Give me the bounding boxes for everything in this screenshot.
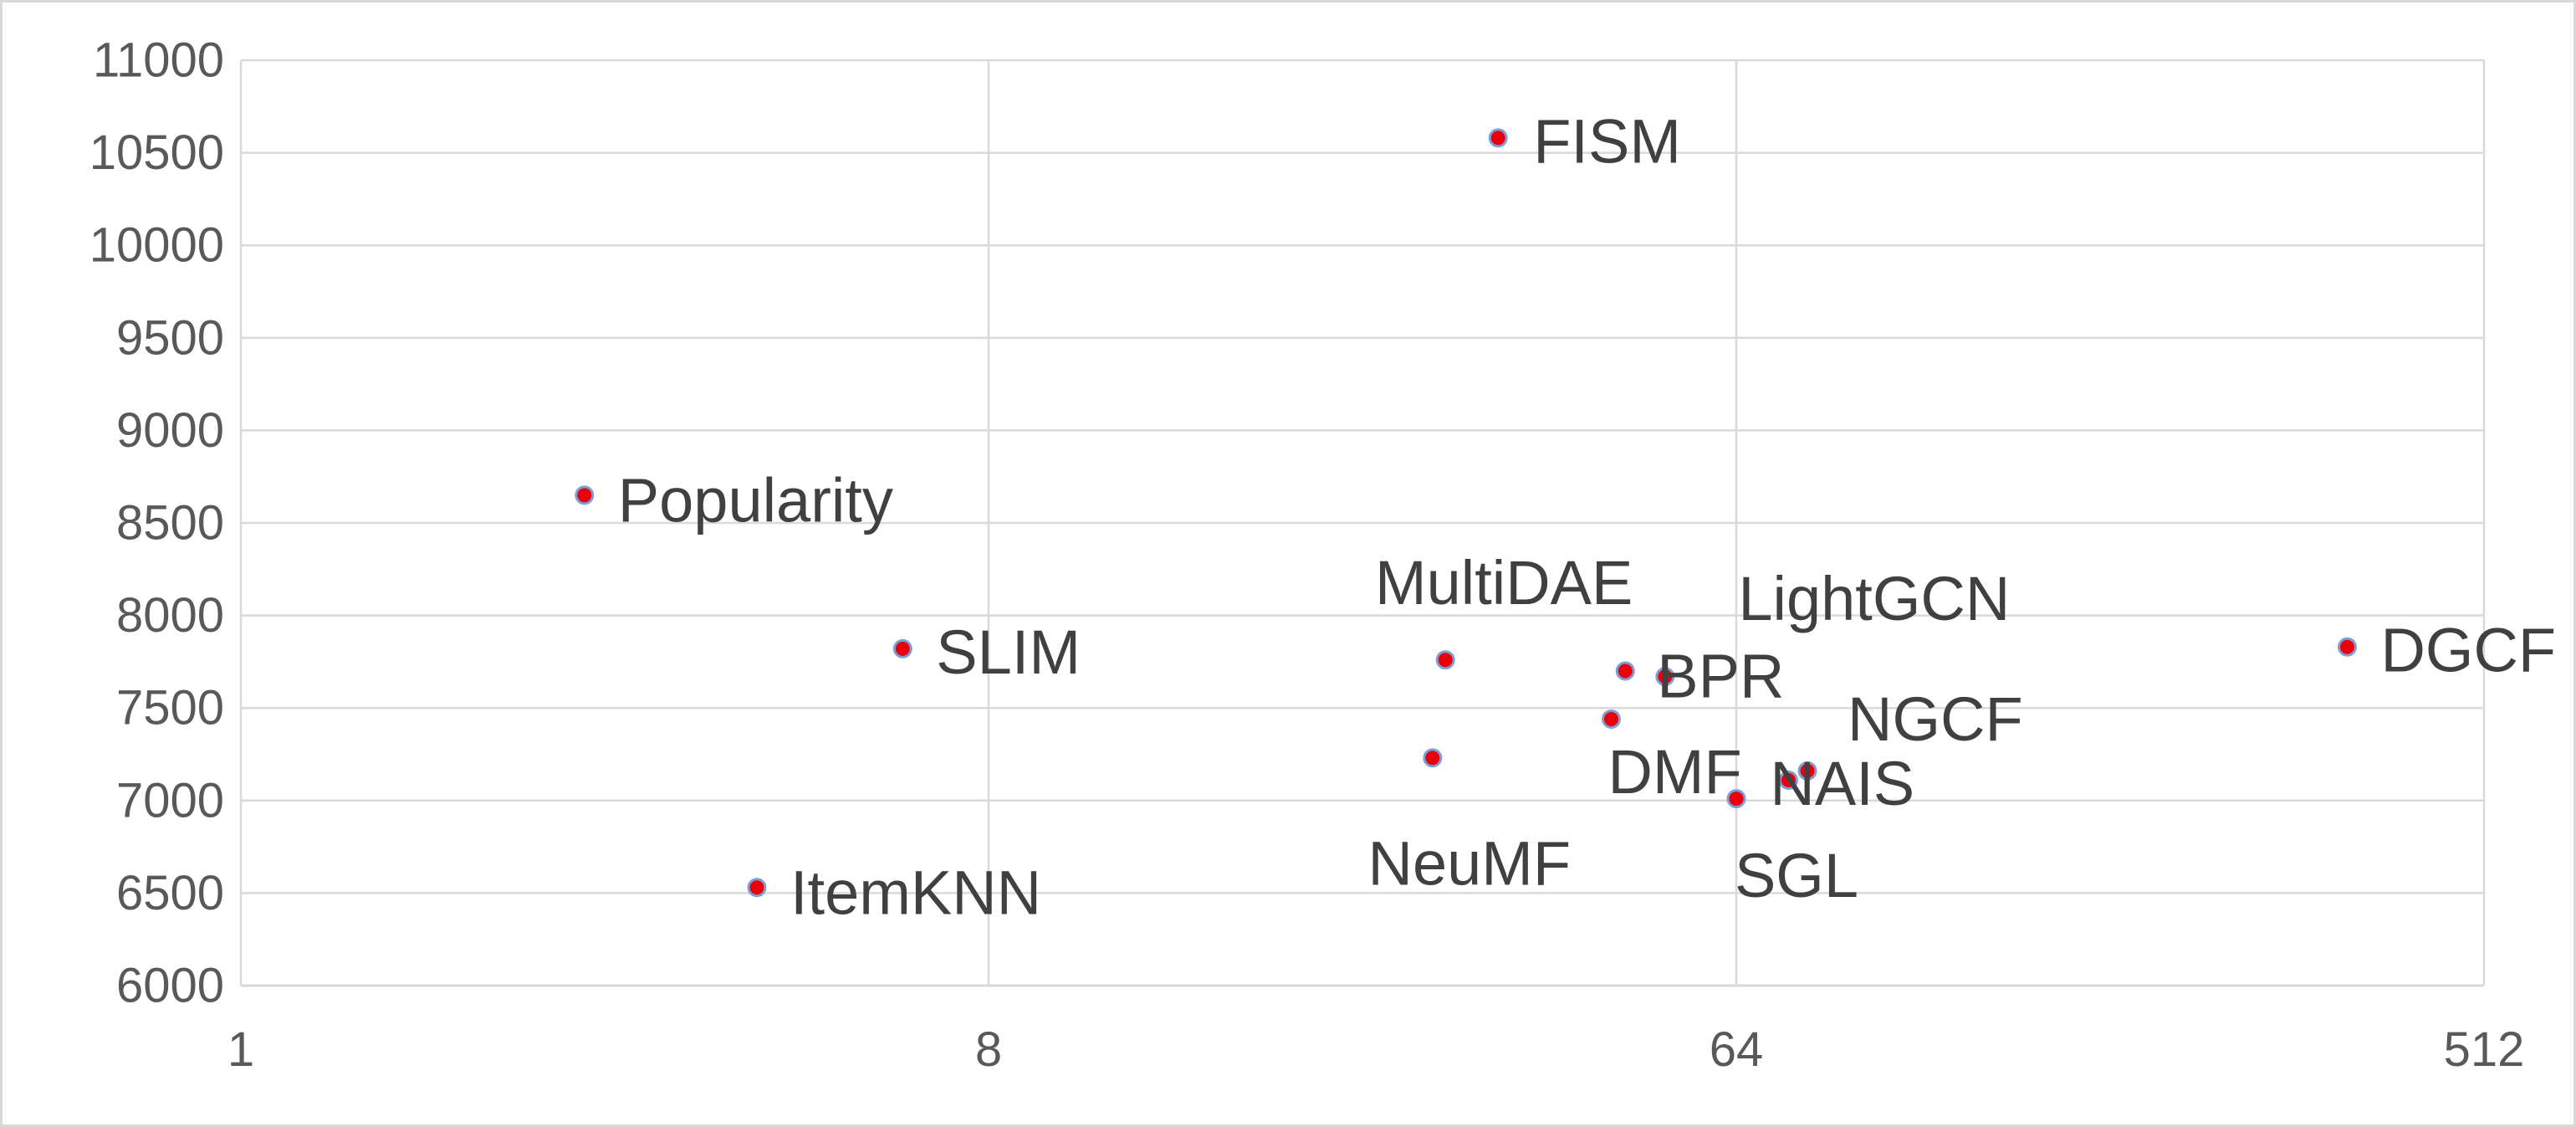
- label-slim: SLIM: [936, 617, 1081, 687]
- point-popularity: [575, 485, 595, 505]
- label-lightgcn: LightGCN: [1738, 564, 2010, 633]
- point-nais: [1778, 770, 1798, 790]
- point-itemknn: [747, 878, 767, 898]
- label-dmf: DMF: [1607, 737, 1741, 807]
- y-tick-label: 11000: [93, 33, 224, 88]
- label-itemknn: ItemKNN: [790, 858, 1041, 927]
- label-ngcf: NGCF: [1848, 684, 2023, 754]
- label-nais: NAIS: [1770, 749, 1914, 818]
- label-dgcf: DGCF: [2380, 616, 2556, 685]
- label-popularity: Popularity: [618, 465, 893, 535]
- y-tick-label: 6000: [116, 959, 224, 1013]
- label-multidae: MultiDAE: [1375, 548, 1633, 617]
- y-tick-label: 10000: [89, 218, 224, 273]
- x-axis-tick-labels: 1 8 64 512: [227, 1022, 2525, 1077]
- y-tick-label: 8500: [116, 496, 224, 551]
- x-tick-label: 512: [2444, 1022, 2525, 1077]
- y-tick-label: 6500: [116, 866, 224, 920]
- gridlines: [239, 59, 2486, 987]
- point-fism: [1488, 128, 1508, 148]
- label-bpr: BPR: [1657, 641, 1784, 710]
- label-fism: FISM: [1533, 106, 1681, 176]
- point-lightgcn: [1655, 667, 1675, 687]
- point-neumf: [1423, 748, 1443, 768]
- point-multidae: [1435, 650, 1455, 670]
- label-neumf: NeuMF: [1368, 828, 1572, 898]
- point-bpr: [1615, 661, 1635, 681]
- point-dmf: [1601, 709, 1621, 729]
- y-tick-label: 7500: [116, 681, 224, 735]
- x-tick-label: 64: [1710, 1022, 1764, 1077]
- label-sgl: SGL: [1735, 841, 1858, 910]
- x-tick-label: 1: [227, 1022, 254, 1077]
- y-tick-label: 8000: [116, 588, 224, 643]
- data-points: [575, 128, 2357, 898]
- y-tick-label: 10500: [89, 126, 224, 180]
- point-slim: [892, 638, 912, 658]
- y-axis-tick-labels: 6000 6500 7000 7500 8000 8500 9000 9500 10000 105…: [89, 33, 224, 1013]
- y-tick-label: 7000: [116, 773, 224, 827]
- y-tick-label: 9500: [116, 310, 224, 365]
- point-sgl: [1726, 789, 1746, 809]
- x-tick-label: 8: [975, 1022, 1002, 1077]
- y-tick-label: 9000: [116, 403, 224, 458]
- point-dgcf: [2337, 637, 2357, 657]
- point-ngcf: [1797, 761, 1817, 781]
- data-labels: FISM Popularity SLIM ItemKNN MultiDAE NeuMF BP…: [618, 106, 2556, 927]
